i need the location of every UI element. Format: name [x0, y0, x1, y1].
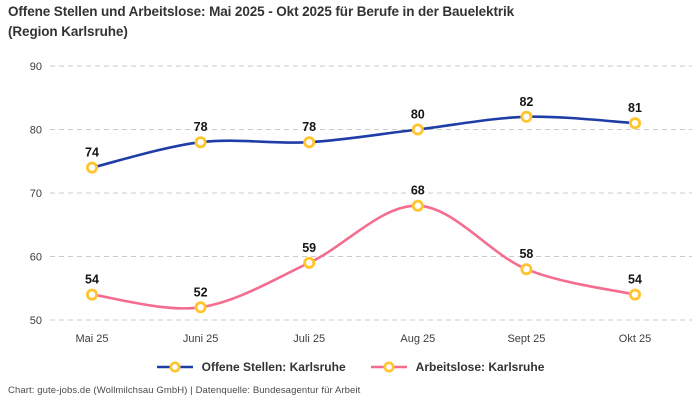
- y-tick-label: 90: [30, 61, 42, 73]
- data-point-marker: [194, 136, 207, 149]
- data-point-marker: [86, 288, 99, 301]
- chart-title: Offene Stellen und Arbeitslose: Mai 2025…: [8, 4, 515, 40]
- line-chart: 50 60 70 80 90 Mai 25 Juni 25 Juli 25 Aug 25 Sept…: [30, 61, 692, 345]
- data-point-label: 82: [519, 95, 533, 109]
- x-tick-label: Okt 25: [619, 333, 651, 345]
- data-point-label: 59: [302, 241, 316, 255]
- data-point-label: 78: [302, 120, 316, 134]
- chart-legend: Offene Stellen: Karlsruhe Arbeitslose: K…: [0, 360, 700, 374]
- legend-label: Offene Stellen: Karlsruhe: [201, 360, 346, 374]
- x-tick-label: Aug 25: [400, 333, 435, 345]
- data-point-label: 58: [519, 247, 533, 261]
- data-point-marker: [520, 110, 533, 123]
- x-tick-label: Sept 25: [507, 333, 545, 345]
- data-point-marker: [303, 136, 316, 149]
- legend-item-arbeitslose: Arbeitslose: Karlsruhe: [370, 360, 545, 374]
- x-tick-label: Juli 25: [293, 333, 325, 345]
- data-point-marker: [303, 256, 316, 269]
- data-point-label: 74: [85, 146, 99, 160]
- data-point-label: 81: [628, 101, 642, 115]
- data-point-label: 80: [411, 108, 425, 122]
- x-tick-label: Mai 25: [75, 333, 108, 345]
- legend-line-marker-icon: [156, 361, 193, 373]
- y-tick-label: 70: [30, 188, 42, 200]
- data-point-label: 78: [194, 120, 208, 134]
- data-point-marker: [86, 161, 99, 174]
- y-tick-label: 60: [30, 252, 42, 264]
- data-point-label: 52: [194, 285, 208, 299]
- y-tick-label: 50: [30, 315, 42, 327]
- data-point-marker: [194, 301, 207, 314]
- series-line: [90, 115, 637, 169]
- data-point-marker: [629, 117, 642, 130]
- legend-label: Arbeitslose: Karlsruhe: [415, 360, 545, 374]
- data-point-marker: [411, 199, 424, 212]
- data-point-marker: [411, 123, 424, 136]
- data-point-marker: [629, 288, 642, 301]
- legend-item-offene-stellen: Offene Stellen: Karlsruhe: [156, 360, 346, 374]
- y-tick-label: 80: [30, 125, 42, 137]
- data-point-label: 54: [628, 273, 642, 287]
- source-attribution: Chart: gute-jobs.de (Wollmilchsau GmbH) …: [8, 385, 361, 396]
- series-line: [90, 204, 637, 310]
- data-point-label: 68: [411, 184, 425, 198]
- data-point-label: 54: [85, 273, 99, 287]
- data-point-marker: [520, 263, 533, 276]
- x-tick-label: Juni 25: [183, 333, 218, 345]
- legend-line-marker-icon: [370, 361, 407, 373]
